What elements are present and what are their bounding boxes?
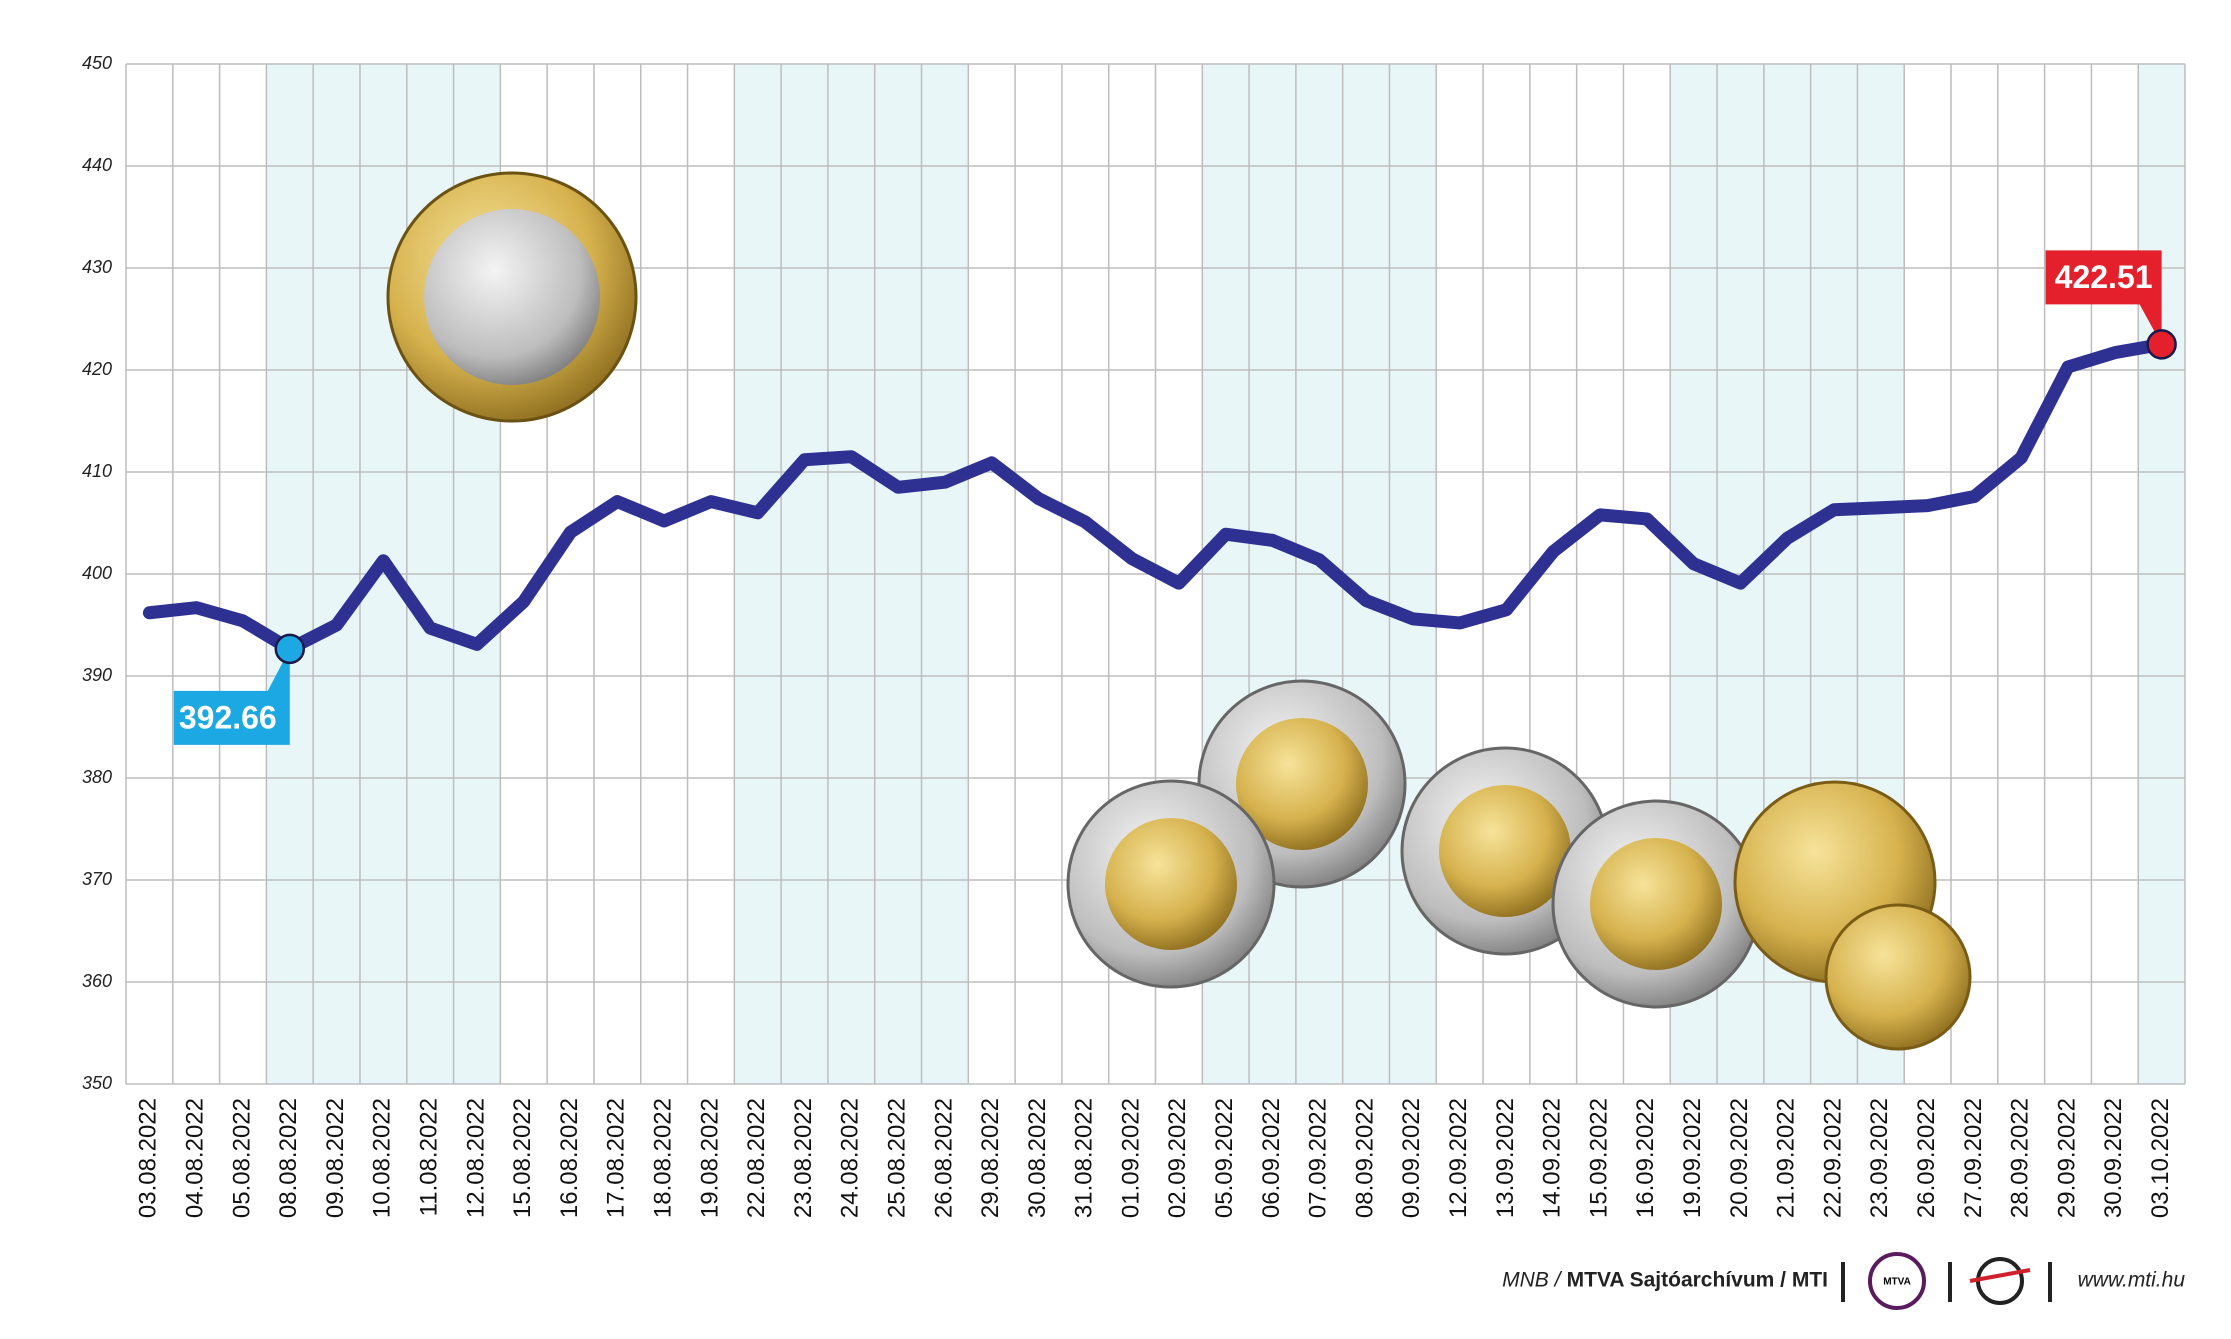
x-tick-label: 25.08.2022 (883, 1098, 910, 1218)
x-tick-label: 28.09.2022 (2007, 1098, 2034, 1218)
x-tick-label: 05.08.2022 (228, 1098, 255, 1218)
callout-box (173, 648, 290, 745)
x-tick-label: 11.08.2022 (416, 1098, 443, 1216)
x-tick-label: 13.09.2022 (1492, 1098, 1519, 1218)
logo (1976, 1257, 2024, 1305)
y-tick-label: 450 (82, 53, 112, 73)
value-label: 422.51 (2055, 259, 2153, 295)
x-tick-label: 21.09.2022 (1773, 1098, 1800, 1218)
source-footer: MNB / MTVA Sajtóarchívum / MTI MTVA www.… (1502, 1252, 2186, 1310)
x-tick-label: 07.09.2022 (1305, 1098, 1332, 1218)
x-tick-label: 23.08.2022 (790, 1098, 817, 1218)
x-tick-label: 15.09.2022 (1585, 1098, 1612, 1218)
x-tick-label: 03.10.2022 (2147, 1098, 2174, 1218)
y-tick-label: 370 (82, 869, 112, 889)
y-tick-label: 420 (82, 359, 112, 379)
x-tick-label: 19.09.2022 (1679, 1098, 1706, 1218)
logo-text: MTVA (1883, 1277, 1911, 1288)
x-tick-label: 30.09.2022 (2100, 1098, 2127, 1218)
x-tick-label: 14.09.2022 (1539, 1098, 1566, 1218)
y-tick-label: 430 (82, 257, 112, 277)
x-tick-label: 31.08.2022 (1071, 1098, 1098, 1218)
highlight-point (274, 633, 306, 665)
x-tick-label: 09.09.2022 (1398, 1098, 1425, 1218)
x-tick-label: 26.08.2022 (930, 1098, 957, 1218)
x-tick-label: 02.09.2022 (1164, 1098, 1191, 1218)
x-tick-label: 10.08.2022 (369, 1098, 396, 1218)
x-tick-label: 16.09.2022 (1632, 1098, 1659, 1218)
x-tick-label: 16.08.2022 (556, 1098, 583, 1218)
y-tick-label: 390 (82, 665, 112, 685)
x-tick-label: 24.08.2022 (837, 1098, 864, 1218)
value-label: 392.66 (179, 699, 277, 735)
highlight-point (2146, 329, 2177, 360)
x-tick-label: 04.08.2022 (182, 1098, 209, 1218)
x-tick-label: 09.08.2022 (322, 1098, 349, 1218)
y-tick-label: 360 (82, 971, 112, 991)
x-tick-label: 22.08.2022 (743, 1098, 770, 1218)
x-tick-label: 06.09.2022 (1258, 1098, 1285, 1218)
source-url: www.mti.hu (2078, 1269, 2186, 1292)
x-tick-label: 15.08.2022 (509, 1098, 536, 1218)
x-tick-label: 29.09.2022 (2053, 1098, 2080, 1218)
x-tick-label: 29.08.2022 (977, 1098, 1004, 1218)
x-tick-label: 20.09.2022 (1726, 1098, 1753, 1218)
y-tick-label: 410 (82, 461, 112, 481)
logo (1868, 1252, 1926, 1310)
x-tick-label: 26.09.2022 (1913, 1098, 1940, 1218)
x-tick-label: 08.09.2022 (1351, 1098, 1378, 1218)
y-tick-label: 440 (82, 155, 112, 175)
x-tick-label: 17.08.2022 (603, 1098, 630, 1218)
x-tick-label: 23.09.2022 (1866, 1098, 1893, 1218)
y-tick-label: 350 (82, 1073, 112, 1093)
x-tick-label: 19.08.2022 (696, 1098, 723, 1218)
x-tick-label: 30.08.2022 (1024, 1098, 1051, 1218)
x-tick-label: 05.09.2022 (1211, 1098, 1238, 1218)
coin-decoration (386, 171, 1972, 1051)
x-tick-label: 01.09.2022 (1117, 1098, 1144, 1218)
y-tick-label: 380 (82, 767, 112, 787)
y-tick-label: 400 (82, 563, 112, 583)
source-main: MTVA Sajtóarchívum / MTI (1567, 1269, 1828, 1292)
logo (1969, 1268, 2031, 1283)
x-tick-label: 27.09.2022 (1960, 1098, 1987, 1218)
x-tick-label: 12.09.2022 (1445, 1098, 1472, 1218)
x-tick-label: 12.08.2022 (462, 1098, 489, 1218)
callout-box (2045, 250, 2162, 345)
source-prefix: MNB / (1502, 1269, 1563, 1292)
x-tick-label: 18.08.2022 (649, 1098, 676, 1218)
x-tick-label: 08.08.2022 (275, 1098, 302, 1218)
series-line (142, 337, 2169, 656)
x-tick-label: 22.09.2022 (1819, 1098, 1846, 1218)
x-tick-label: 03.08.2022 (135, 1098, 162, 1218)
